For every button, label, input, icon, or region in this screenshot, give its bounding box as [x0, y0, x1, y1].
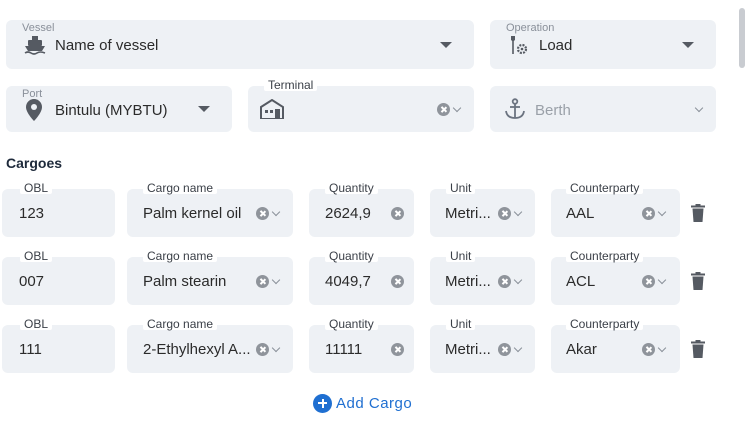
operation-tools-icon	[511, 36, 528, 55]
clear-icon[interactable]	[256, 207, 269, 220]
cargo-name-value: 2-Ethylhexyl A...	[143, 341, 251, 358]
counterparty-select[interactable]: Counterparty Akar	[551, 318, 680, 373]
quantity-value: 11111	[325, 341, 363, 358]
cargoes-title: Cargoes	[6, 155, 63, 171]
chevron-down-icon[interactable]	[513, 207, 523, 217]
clear-icon[interactable]	[642, 275, 655, 288]
counterparty-label: Counterparty	[566, 250, 644, 262]
clear-icon[interactable]	[642, 207, 655, 220]
anchor-icon	[505, 98, 525, 119]
terminal-select[interactable]: Terminal	[248, 79, 474, 132]
clear-icon[interactable]	[256, 275, 269, 288]
quantity-input[interactable]: Quantity 11111	[309, 318, 414, 373]
counterparty-select[interactable]: Counterparty ACL	[551, 250, 680, 305]
quantity-input[interactable]: Quantity 4049,7	[309, 250, 414, 305]
unit-label: Unit	[446, 182, 476, 194]
unit-select[interactable]: Unit Metri...	[430, 182, 535, 237]
counterparty-value: ACL	[566, 273, 596, 290]
caret-down-icon[interactable]	[198, 106, 210, 112]
unit-value: Metri...	[445, 205, 491, 222]
clear-icon[interactable]	[498, 343, 511, 356]
obl-input[interactable]: OBL 111	[2, 318, 115, 373]
caret-down-icon[interactable]	[440, 42, 452, 48]
chevron-down-icon[interactable]	[657, 207, 667, 217]
trash-icon[interactable]	[691, 272, 705, 290]
clear-icon[interactable]	[391, 207, 404, 220]
location-pin-icon	[26, 99, 42, 121]
clear-icon[interactable]	[256, 343, 269, 356]
caret-down-icon[interactable]	[682, 42, 694, 48]
counterparty-value: AAL	[566, 205, 595, 222]
unit-label: Unit	[446, 318, 476, 330]
chevron-down-icon[interactable]	[513, 343, 523, 353]
clear-icon[interactable]	[642, 343, 655, 356]
cargo-name-label: Cargo name	[143, 318, 218, 330]
quantity-value: 4049,7	[325, 273, 371, 290]
clear-icon[interactable]	[498, 207, 511, 220]
terminal-label: Terminal	[264, 79, 318, 91]
counterparty-label: Counterparty	[566, 182, 644, 194]
obl-label: OBL	[20, 318, 53, 330]
clear-icon[interactable]	[498, 275, 511, 288]
chevron-down-icon[interactable]	[271, 275, 281, 285]
unit-label: Unit	[446, 250, 476, 262]
ship-icon	[24, 36, 46, 55]
operation-label: Operation	[506, 22, 555, 34]
cargo-name-label: Cargo name	[143, 250, 218, 262]
obl-input[interactable]: OBL 123	[2, 182, 115, 237]
quantity-label: Quantity	[325, 250, 378, 262]
trash-icon[interactable]	[691, 340, 705, 358]
counterparty-label: Counterparty	[566, 318, 644, 330]
operation-select[interactable]: Operation Load	[490, 20, 716, 69]
add-cargo-button[interactable]: Add Cargo	[313, 393, 412, 413]
operation-value: Load	[539, 37, 573, 54]
quantity-input[interactable]: Quantity 2624,9	[309, 182, 414, 237]
obl-value: 007	[19, 273, 45, 290]
port-value: Bintulu (MYBTU)	[55, 102, 168, 119]
clear-icon[interactable]	[391, 343, 404, 356]
quantity-label: Quantity	[325, 318, 378, 330]
berth-select[interactable]: Berth	[490, 86, 716, 132]
chevron-down-icon[interactable]	[513, 275, 523, 285]
unit-select[interactable]: Unit Metri...	[430, 250, 535, 305]
trash-icon[interactable]	[691, 204, 705, 222]
add-cargo-label: Add Cargo	[336, 394, 413, 412]
cargo-name-label: Cargo name	[143, 182, 218, 194]
counterparty-select[interactable]: Counterparty AAL	[551, 182, 680, 237]
chevron-down-icon[interactable]	[452, 103, 462, 113]
counterparty-value: Akar	[566, 341, 597, 358]
vessel-label: Vessel	[22, 22, 55, 34]
chevron-down-icon[interactable]	[271, 343, 281, 353]
unit-value: Metri...	[445, 341, 491, 358]
chevron-down-icon[interactable]	[657, 275, 667, 285]
clear-icon[interactable]	[437, 103, 450, 116]
port-label: Port	[22, 88, 43, 100]
chevron-down-icon[interactable]	[271, 207, 281, 217]
quantity-label: Quantity	[325, 182, 378, 194]
unit-select[interactable]: Unit Metri...	[430, 318, 535, 373]
vessel-value: Name of vessel	[55, 37, 159, 54]
scrollbar[interactable]	[739, 8, 745, 68]
cargo-name-select[interactable]: Cargo name Palm stearin	[127, 250, 293, 305]
port-select[interactable]: Port Bintulu (MYBTU)	[6, 86, 232, 132]
cargo-name-value: Palm kernel oil	[143, 205, 242, 222]
obl-value: 111	[19, 341, 42, 358]
chevron-down-icon[interactable]	[657, 343, 667, 353]
obl-label: OBL	[20, 250, 53, 262]
obl-label: OBL	[20, 182, 53, 194]
chevron-down-icon[interactable]	[694, 103, 704, 113]
cargo-name-select[interactable]: Cargo name Palm kernel oil	[127, 182, 293, 237]
quantity-value: 2624,9	[325, 205, 371, 222]
obl-value: 123	[19, 205, 45, 222]
plus-circle-icon	[313, 393, 332, 413]
terminal-building-icon	[260, 99, 284, 119]
berth-placeholder: Berth	[535, 102, 571, 119]
clear-icon[interactable]	[391, 275, 404, 288]
vessel-select[interactable]: Vessel Name of vessel	[6, 20, 474, 69]
unit-value: Metri...	[445, 273, 491, 290]
cargo-name-select[interactable]: Cargo name 2-Ethylhexyl A...	[127, 318, 293, 373]
cargo-name-value: Palm stearin	[143, 273, 227, 290]
obl-input[interactable]: OBL 007	[2, 250, 115, 305]
